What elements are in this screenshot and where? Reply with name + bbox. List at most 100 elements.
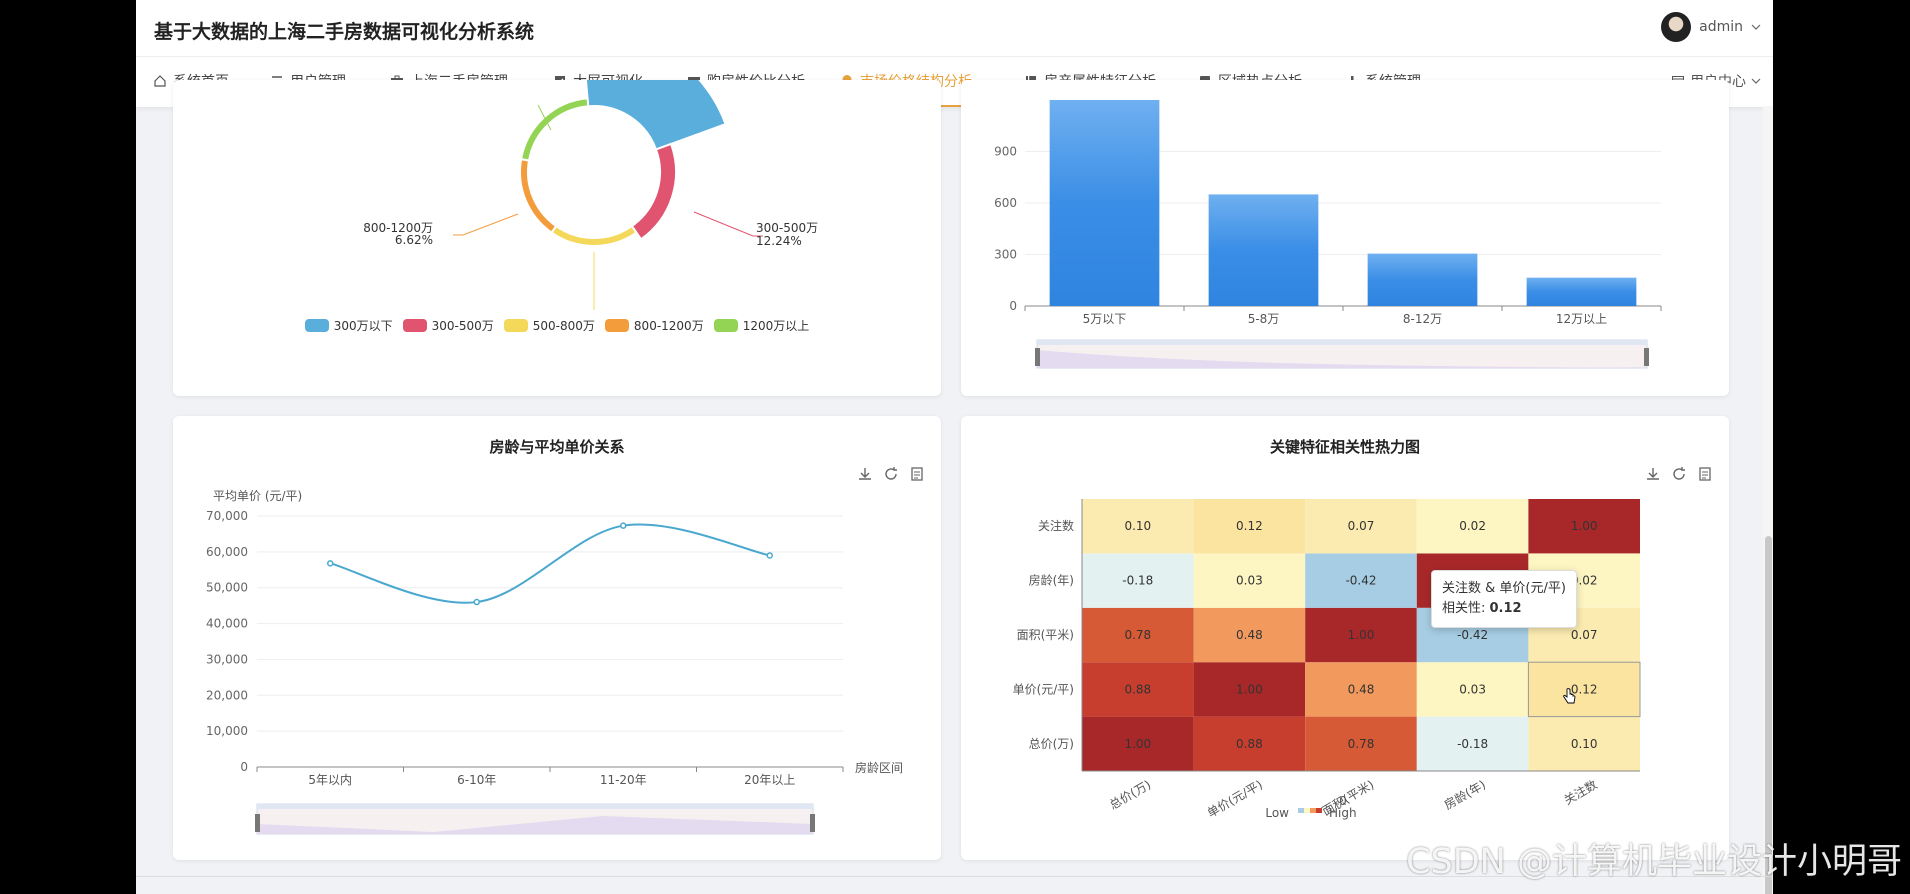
legend-item-500-800万[interactable]: 500-800万: [503, 317, 595, 334]
legend-label: 800-1200万: [633, 319, 704, 333]
heatmap-cell-hover: [1527, 661, 1641, 718]
x-tick-label: 5年以内: [308, 773, 352, 787]
heatmap-cell: [1082, 553, 1194, 608]
heatmap-cell: [1082, 499, 1194, 554]
pie-legend: 300万以下 300-500万 500-800万 800-1200万 1200万…: [173, 317, 941, 334]
y-tick-label: 30,000: [206, 652, 248, 666]
heatmap-cell: [1305, 607, 1417, 663]
user-menu[interactable]: admin: [1661, 12, 1761, 42]
y-tick-label: 40,000: [206, 617, 248, 631]
legend-swatch: [713, 319, 738, 332]
legend-item-300万以下[interactable]: 300万以下: [304, 317, 393, 334]
pie-slice-300万以下[interactable]: [582, 80, 727, 151]
unit-price-bar-chart[interactable]: 0 300 600 900 5万以下 5-8万 8-12万 12万以上: [961, 80, 1729, 396]
heatmap-cell-label: 0.03: [1459, 682, 1486, 696]
legend-swatch: [402, 319, 427, 332]
x-tick-label: 11-20年: [600, 773, 647, 787]
age-price-line-chart[interactable]: 平均单价 (元/平) 0 10,000 20,000 30,000 40,000 50,00…: [173, 416, 941, 860]
visualmap-swatch: [1298, 808, 1304, 813]
x-tick-label: 5万以下: [1083, 312, 1127, 326]
heatmap-cell: [1193, 499, 1306, 554]
heatmap-cell-label: 0.12: [1571, 682, 1598, 696]
heatmap-cell-label: 0.48: [1236, 628, 1263, 642]
tooltip-label: 相关性:: [1442, 601, 1490, 616]
pie-slice-1200万以上[interactable]: [519, 97, 590, 162]
y-tick-label: 900: [994, 145, 1017, 159]
x-tick-label: 8-12万: [1403, 312, 1442, 326]
visualmap-zero-label: 0: [1339, 794, 1347, 808]
download-icon[interactable]: [1645, 466, 1661, 482]
datazoom-handle-left: [1035, 348, 1040, 366]
legend-item-300-500万[interactable]: 300-500万: [402, 317, 494, 334]
chevron-down-icon: [1751, 24, 1761, 30]
refresh-icon[interactable]: [1671, 466, 1687, 482]
y-tick-label: 70,000: [206, 509, 248, 523]
hand-cursor-icon: [1563, 688, 1576, 704]
y-tick-label: 面积(平米): [1017, 628, 1074, 642]
pie-slice-500-800万[interactable]: [550, 224, 638, 247]
visualmap-swatch: [1316, 808, 1322, 813]
correlation-heatmap-chart[interactable]: 1.00 0.88 0.78 -0.18 0.10 0.88 1.00 0.48 0.03 0.1…: [961, 416, 1729, 860]
label-line-500-800万: [593, 252, 595, 310]
heatmap-cell-label: 0.07: [1348, 519, 1375, 533]
y-tick-label: 300: [994, 248, 1017, 262]
legend-item-800-1200万[interactable]: 800-1200万: [604, 317, 704, 334]
heatmap-cell: [1305, 499, 1417, 554]
tooltip-title: 关注数 & 单价(元/平): [1442, 581, 1566, 596]
legend-label: 300-500万: [431, 319, 494, 333]
label-line-300-500万: [693, 211, 763, 237]
refresh-icon[interactable]: [883, 466, 899, 482]
heatmap-cell-label: 0.10: [1571, 737, 1598, 751]
line-point: [620, 522, 627, 529]
price-range-pie-chart[interactable]: 300-500万 12.24% 500-800万 7.31% 800-1200万…: [173, 80, 941, 310]
visualmap-swatch: [1310, 808, 1316, 813]
heatmap-cell-label: 0.48: [1348, 682, 1375, 696]
y-tick-label: 单价(元/平): [1013, 682, 1074, 696]
legend-item-1200万以上[interactable]: 1200万以上: [713, 317, 809, 334]
y-tick-label: 总价(万): [1029, 737, 1074, 751]
heatmap-cell: [1193, 662, 1306, 717]
visualmap-swatch: [1304, 808, 1310, 813]
heatmap-cell-label: 0.02: [1571, 574, 1598, 588]
data-view-icon[interactable]: [909, 466, 925, 482]
y-tick-label: 0: [240, 760, 248, 774]
chart-title: 关键特征相关性热力图: [1269, 438, 1420, 456]
heatmap-cell-label: 0.12: [1236, 519, 1263, 533]
username: admin: [1699, 19, 1743, 35]
data-view-icon[interactable]: [1697, 466, 1713, 482]
download-icon[interactable]: [857, 466, 873, 482]
bar: [1208, 194, 1319, 306]
pie-slice-800-1200万[interactable]: [519, 157, 558, 235]
heatmap-cell-label: 1.00: [1571, 519, 1598, 533]
chart-title: 房龄与平均单价关系: [489, 438, 625, 456]
heatmap-cell: [1528, 662, 1640, 717]
heatmap-cell-label: 1.00: [1236, 682, 1263, 696]
y-tick-label: 600: [994, 196, 1017, 210]
legend-label: 300万以下: [333, 319, 393, 333]
scrollbar-thumb[interactable]: [1765, 536, 1772, 894]
x-tick-label: 房龄(年): [1441, 777, 1488, 813]
avatar[interactable]: [1661, 12, 1692, 42]
heatmap-cell-label: 0.78: [1124, 628, 1151, 642]
home-icon: [154, 75, 166, 87]
x-tick-label: 20年以上: [744, 773, 795, 787]
heatmap-cell-label: 0.03: [1236, 574, 1263, 588]
heatmap-cell-label: 0.88: [1124, 682, 1151, 696]
x-tick-label: 6-10年: [457, 773, 496, 787]
correlation-heatmap-card: 关键特征相关性热力图 1.00 0.88 0.78 -0.18 0.10 0.88 1.00…: [961, 416, 1729, 860]
x-tick-label: 5-8万: [1248, 312, 1280, 326]
x-tick-label: 总价(万): [1107, 777, 1153, 812]
price-range-pie-card: 300-500万 12.24% 500-800万 7.31% 800-1200万…: [173, 80, 941, 396]
datazoom-track: [1037, 340, 1647, 345]
legend-label: 500-800万: [532, 319, 595, 333]
page-scrollbar[interactable]: [1763, 106, 1773, 894]
y-tick-label: 关注数: [1038, 518, 1074, 533]
pie-slice-300-500万[interactable]: [630, 142, 677, 241]
heatmap-cell: [1416, 662, 1529, 717]
y-tick-label: 60,000: [206, 545, 248, 559]
heatmap-cell: [1528, 499, 1640, 554]
heatmap-cell: [1305, 716, 1417, 771]
x-tick-label: 单价(元/平): [1205, 777, 1265, 820]
y-tick-label: 0: [1009, 299, 1017, 313]
heatmap-cell: [1416, 716, 1529, 771]
